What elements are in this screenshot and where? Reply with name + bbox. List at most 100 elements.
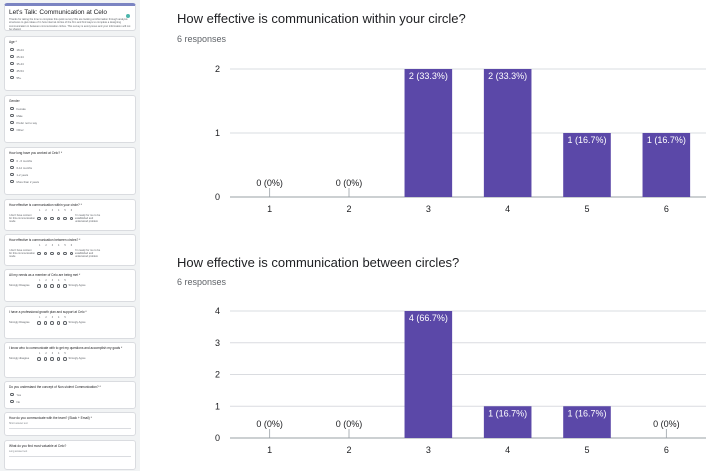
scale-number: 3 bbox=[51, 244, 54, 247]
bar[interactable] bbox=[404, 69, 453, 197]
chart1-responses: 6 responses bbox=[177, 34, 227, 44]
form-preview-panel[interactable]: Let's Talk: Communication at Celo Thanks… bbox=[0, 0, 140, 471]
bar[interactable] bbox=[642, 133, 691, 197]
scale-radio-icon[interactable] bbox=[37, 284, 41, 288]
radio-circle-icon[interactable] bbox=[10, 47, 14, 52]
radio-circle-icon[interactable] bbox=[10, 54, 14, 59]
radio-option[interactable]: 45-54 bbox=[10, 67, 135, 74]
scale-radio-icon[interactable] bbox=[56, 357, 60, 361]
scale-number: 5 bbox=[64, 352, 66, 355]
scale-radio-icon[interactable] bbox=[43, 357, 47, 361]
radio-circle-icon[interactable] bbox=[10, 172, 14, 177]
question-label: All my needs as a member of Celo are bei… bbox=[9, 273, 81, 277]
scale-number: 1 bbox=[39, 244, 41, 247]
scale-number: 2 bbox=[45, 352, 47, 355]
scale-number: 2 bbox=[45, 244, 47, 247]
scale-radio-icon[interactable] bbox=[63, 284, 67, 288]
bar-data-label: 0 (0%) bbox=[256, 178, 283, 188]
radio-option[interactable]: 55+ bbox=[10, 74, 135, 81]
radio-option[interactable]: Male bbox=[10, 112, 135, 119]
radio-option[interactable]: 35-44 bbox=[10, 60, 135, 67]
scale-radio-icon[interactable] bbox=[63, 357, 67, 361]
scale-radio-icon[interactable] bbox=[56, 251, 60, 256]
scale-number: 3 bbox=[51, 316, 54, 319]
radio-circle-icon[interactable] bbox=[10, 61, 14, 66]
question-text-communicate: How do you communicate with the team? (S… bbox=[4, 412, 136, 436]
radio-option[interactable]: Other: bbox=[10, 126, 135, 133]
radio-circle-icon[interactable] bbox=[10, 392, 14, 397]
short-answer-placeholder: Short answer text bbox=[9, 422, 28, 425]
scale-radio-icon[interactable] bbox=[50, 357, 54, 361]
radio-circle-icon[interactable] bbox=[10, 179, 14, 184]
radio-option[interactable]: Prefer not to say bbox=[10, 119, 135, 126]
likert-numbers: 1 2 3 4 5 bbox=[39, 279, 135, 282]
scale-radio-icon[interactable] bbox=[69, 216, 73, 221]
scale-radio-icon[interactable] bbox=[63, 216, 67, 221]
question-nvc: Do you understand the concept of Non-vio… bbox=[4, 381, 136, 409]
y-tick-label: 2 bbox=[215, 64, 220, 74]
bar[interactable] bbox=[404, 311, 453, 438]
radio-circle-icon[interactable] bbox=[10, 120, 14, 125]
radio-circle-icon[interactable] bbox=[10, 68, 14, 73]
scale-radio-icon[interactable] bbox=[56, 321, 60, 325]
bar[interactable] bbox=[483, 69, 532, 197]
likert-numbers: 1 2 3 4 5 bbox=[39, 316, 135, 319]
scale-radio-icon[interactable] bbox=[50, 216, 54, 221]
scale-radio-icon[interactable] bbox=[37, 251, 41, 256]
radio-option[interactable]: Yes bbox=[10, 391, 135, 398]
radio-option[interactable]: 18-24 bbox=[10, 46, 135, 53]
form-description: Thanks for taking the time to complete t… bbox=[9, 18, 131, 31]
scale-radio-icon[interactable] bbox=[50, 284, 54, 288]
radio-circle-icon[interactable] bbox=[10, 113, 14, 118]
radio-option-label: 6-12 months bbox=[16, 165, 33, 170]
scale-radio-icon[interactable] bbox=[63, 251, 67, 256]
bar[interactable] bbox=[483, 406, 532, 438]
scale-radio-icon[interactable] bbox=[63, 321, 67, 325]
scale-radio-icon[interactable] bbox=[69, 251, 73, 256]
bar-data-label: 1 (16.7%) bbox=[488, 408, 527, 418]
x-tick-label: 1 bbox=[267, 204, 272, 214]
question-label: How long have you worked at Celo? * bbox=[9, 151, 63, 155]
scale-number: 4 bbox=[58, 244, 60, 247]
radio-option[interactable]: 1-2 years bbox=[10, 171, 135, 178]
x-tick-label: 1 bbox=[267, 445, 272, 455]
radio-circle-icon[interactable] bbox=[10, 165, 14, 170]
radio-option[interactable]: 0 - 6 months bbox=[10, 157, 135, 164]
radio-option-label: No bbox=[16, 399, 21, 404]
scale-radio-icon[interactable] bbox=[43, 251, 47, 256]
answer-underline bbox=[9, 456, 131, 457]
radio-circle-icon[interactable] bbox=[10, 75, 14, 80]
question-label: How do you communicate with the team? (S… bbox=[9, 416, 92, 420]
bar-data-label: 2 (33.3%) bbox=[488, 71, 527, 81]
scale-radio-icon[interactable] bbox=[43, 216, 47, 221]
scale-radio-icon[interactable] bbox=[37, 216, 41, 221]
radio-circle-icon[interactable] bbox=[10, 399, 14, 404]
likert-right-label: Strongly Agree bbox=[68, 357, 86, 361]
scale-radio-icon[interactable] bbox=[43, 284, 47, 288]
question-text-valuable: What do you find most valuable at Celo? … bbox=[4, 440, 136, 470]
scale-radio-icon[interactable] bbox=[43, 321, 47, 325]
y-tick-label: 2 bbox=[215, 370, 220, 380]
radio-option[interactable]: 25-34 bbox=[10, 53, 135, 60]
radio-option[interactable]: Female bbox=[10, 105, 135, 112]
radio-option[interactable]: More than 2 years bbox=[10, 178, 135, 185]
bar[interactable] bbox=[563, 133, 611, 197]
radio-circle-icon[interactable] bbox=[10, 158, 14, 163]
scale-radio-icon[interactable] bbox=[50, 321, 54, 325]
scale-radio-icon[interactable] bbox=[50, 251, 54, 256]
scale-radio-icon[interactable] bbox=[56, 216, 60, 221]
radio-circle-icon[interactable] bbox=[10, 106, 14, 111]
scale-radio-icon[interactable] bbox=[37, 321, 41, 325]
likert-left-label: Strongly disagree bbox=[9, 357, 30, 361]
scale-numbers: 1 2 3 4 5 6 bbox=[39, 209, 135, 212]
radio-option-label: 55+ bbox=[16, 75, 22, 80]
radio-option[interactable]: 6-12 months bbox=[10, 164, 135, 171]
likert-numbers: 1 2 3 4 5 bbox=[39, 352, 135, 355]
radio-option-label: 0 - 6 months bbox=[16, 158, 33, 163]
radio-circle-icon[interactable] bbox=[10, 127, 14, 132]
radio-option[interactable]: No bbox=[10, 398, 135, 405]
form-title-card: Let's Talk: Communication at Celo Thanks… bbox=[4, 3, 136, 31]
bar[interactable] bbox=[563, 406, 611, 438]
scale-radio-icon[interactable] bbox=[56, 284, 60, 288]
scale-radio-icon[interactable] bbox=[37, 357, 41, 361]
